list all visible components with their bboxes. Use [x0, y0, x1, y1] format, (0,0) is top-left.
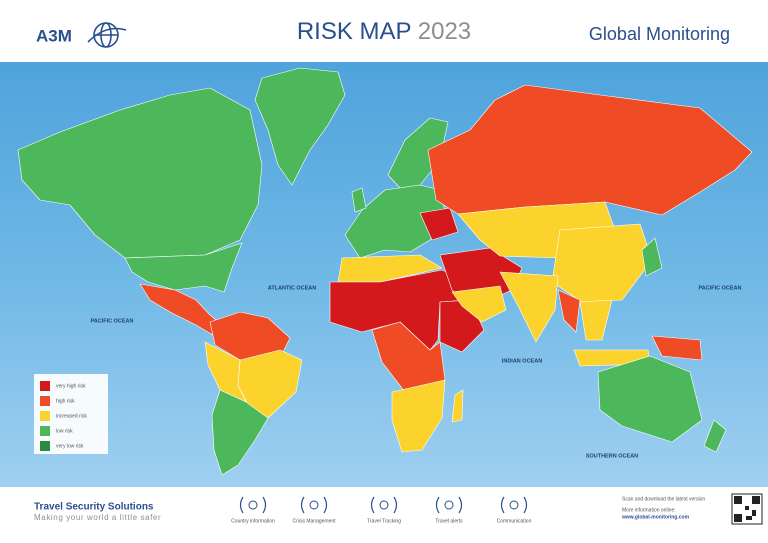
legend-label: high risk [56, 398, 75, 404]
brand: Global Monitoring [589, 24, 730, 44]
title-main: RISK MAP [297, 18, 411, 45]
ocean-label: ATLANTIC OCEAN [268, 285, 317, 291]
title: RISK MAP 2023 [297, 18, 471, 45]
ocean-label: SOUTHERN OCEAN [586, 453, 638, 459]
arabia [451, 285, 507, 323]
services: Country information Crisis Management Trav… [231, 496, 532, 524]
title-year: 2023 [418, 18, 471, 45]
service-label: Travel Tracking [367, 518, 401, 524]
service-bracket [435, 496, 463, 514]
southeast-asia [579, 299, 613, 341]
service-bracket [300, 496, 328, 514]
legend-swatch [40, 396, 50, 406]
papua [651, 335, 703, 361]
header [0, 0, 768, 62]
qr-code [731, 493, 763, 525]
service-bracket [239, 496, 267, 514]
southern-africa [391, 379, 446, 453]
service-bracket [370, 496, 398, 514]
japan [641, 237, 663, 277]
ukraine [419, 207, 459, 241]
logo-text: A3M [36, 26, 72, 45]
british-isles [351, 187, 367, 213]
ocean-label: PACIFIC OCEAN [91, 318, 134, 324]
footer [0, 487, 768, 538]
south-america-south [211, 389, 269, 476]
legend-label: very low risk [56, 443, 84, 449]
service-icon [509, 500, 519, 510]
service-icon [248, 500, 258, 510]
service-label: Travel alerts [435, 518, 463, 524]
legend: very high risk high risk increased risk low… [40, 381, 87, 451]
legend-swatch [40, 426, 50, 436]
service-icon [309, 500, 319, 510]
sahel [329, 269, 471, 351]
australia [597, 355, 703, 443]
slogan: Making your world a little safer [34, 513, 161, 522]
new-zealand [703, 419, 727, 453]
service-label: Crisis Management [292, 518, 336, 524]
service-label: Country information [231, 518, 275, 524]
service-item: Crisis Management [292, 496, 336, 524]
qr-text: Scan and download the latest version [622, 496, 705, 502]
legend-label: very high risk [56, 383, 86, 389]
maghreb [337, 254, 443, 283]
qr-text: More information online: [622, 507, 676, 513]
qr-info: Scan and download the latest version More… [621, 496, 705, 520]
landmasses [17, 67, 753, 476]
ocean-label: PACIFIC OCEAN [699, 285, 742, 291]
madagascar [451, 389, 464, 423]
qr-text: www.global-monitoring.com [621, 514, 690, 520]
service-item: Country information [231, 496, 275, 524]
myanmar [557, 289, 581, 333]
logo-globe [87, 22, 127, 48]
service-icon [379, 500, 389, 510]
legend-swatch [40, 411, 50, 421]
service-item: Travel Tracking [367, 496, 401, 524]
service-item: Travel alerts [435, 496, 463, 524]
india [499, 271, 559, 343]
ocean-labels: ATLANTIC OCEAN PACIFIC OCEAN PACIFIC OCEAN… [91, 285, 742, 459]
service-label: Communication [497, 518, 532, 524]
service-bracket [500, 496, 528, 514]
greenland [254, 67, 346, 186]
legend-swatch [40, 381, 50, 391]
north-america-north [17, 87, 263, 259]
tagline: Travel Security Solutions [34, 502, 154, 513]
service-icon [444, 500, 454, 510]
legend-swatch [40, 441, 50, 451]
ocean-label: INDIAN OCEAN [502, 358, 542, 364]
central-africa [371, 321, 446, 393]
service-item: Communication [497, 496, 532, 524]
usa [124, 242, 243, 293]
legend-label: increased risk [56, 413, 87, 419]
south-america-north [209, 311, 291, 361]
legend-label: low risk [56, 428, 73, 434]
